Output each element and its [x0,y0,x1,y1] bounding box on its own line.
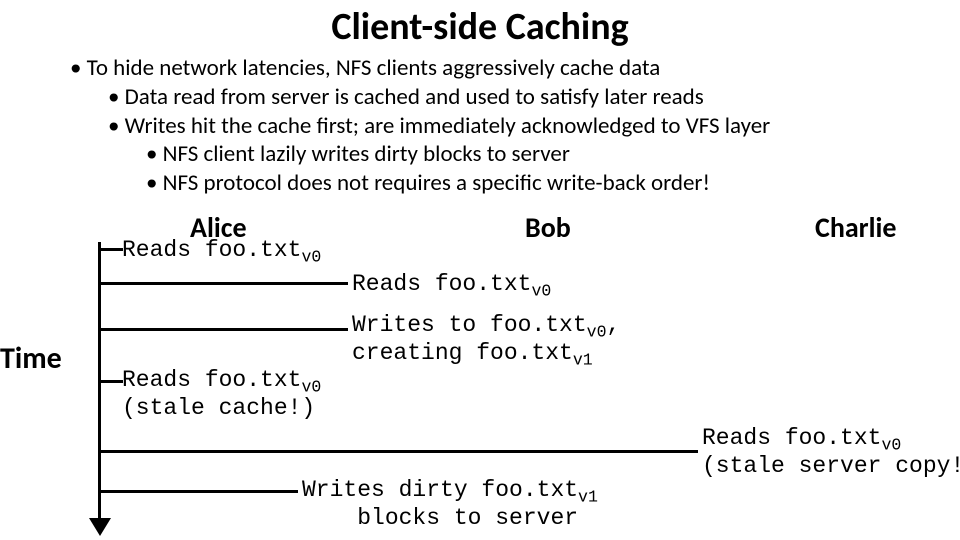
tick-5 [98,450,698,453]
event-bob-read: Reads foo.txtv0 [352,272,551,300]
event-alice-stale-read: Reads foo.txtv0 (stale cache!) [122,368,321,420]
bullet-2: Data read from server is cached and used… [108,83,960,112]
tick-2 [98,282,348,285]
slide-title: Client-side Caching [0,0,960,50]
event-alice-read-1: Reads foo.txtv0 [122,238,321,266]
event-bob-write: Writes to foo.txtv0, creating foo.txtv1 [352,313,620,369]
bullet-5: NFS protocol does not requires a specifi… [146,169,960,198]
timeline-diagram: Time Alice Bob Charlie Reads foo.txtv0 R… [0,210,960,540]
time-axis-label: Time [0,340,62,377]
tick-1 [98,248,123,251]
col-header-charlie: Charlie [815,210,896,245]
tick-3 [98,328,348,331]
bullet-list: To hide network latencies, NFS clients a… [70,54,960,198]
event-bob-flush: Writes dirty foo.txtv1 blocks to server [302,478,598,530]
bullet-3: Writes hit the cache first; are immediat… [108,112,960,141]
event-charlie-stale-read: Reads foo.txtv0 (stale server copy!) [702,426,960,478]
bullet-1: To hide network latencies, NFS clients a… [70,54,960,83]
tick-6 [98,490,298,493]
timeline-arrowhead [89,518,111,536]
bullet-4: NFS client lazily writes dirty blocks to… [146,140,960,169]
tick-4 [98,380,123,383]
col-header-bob: Bob [525,210,571,245]
